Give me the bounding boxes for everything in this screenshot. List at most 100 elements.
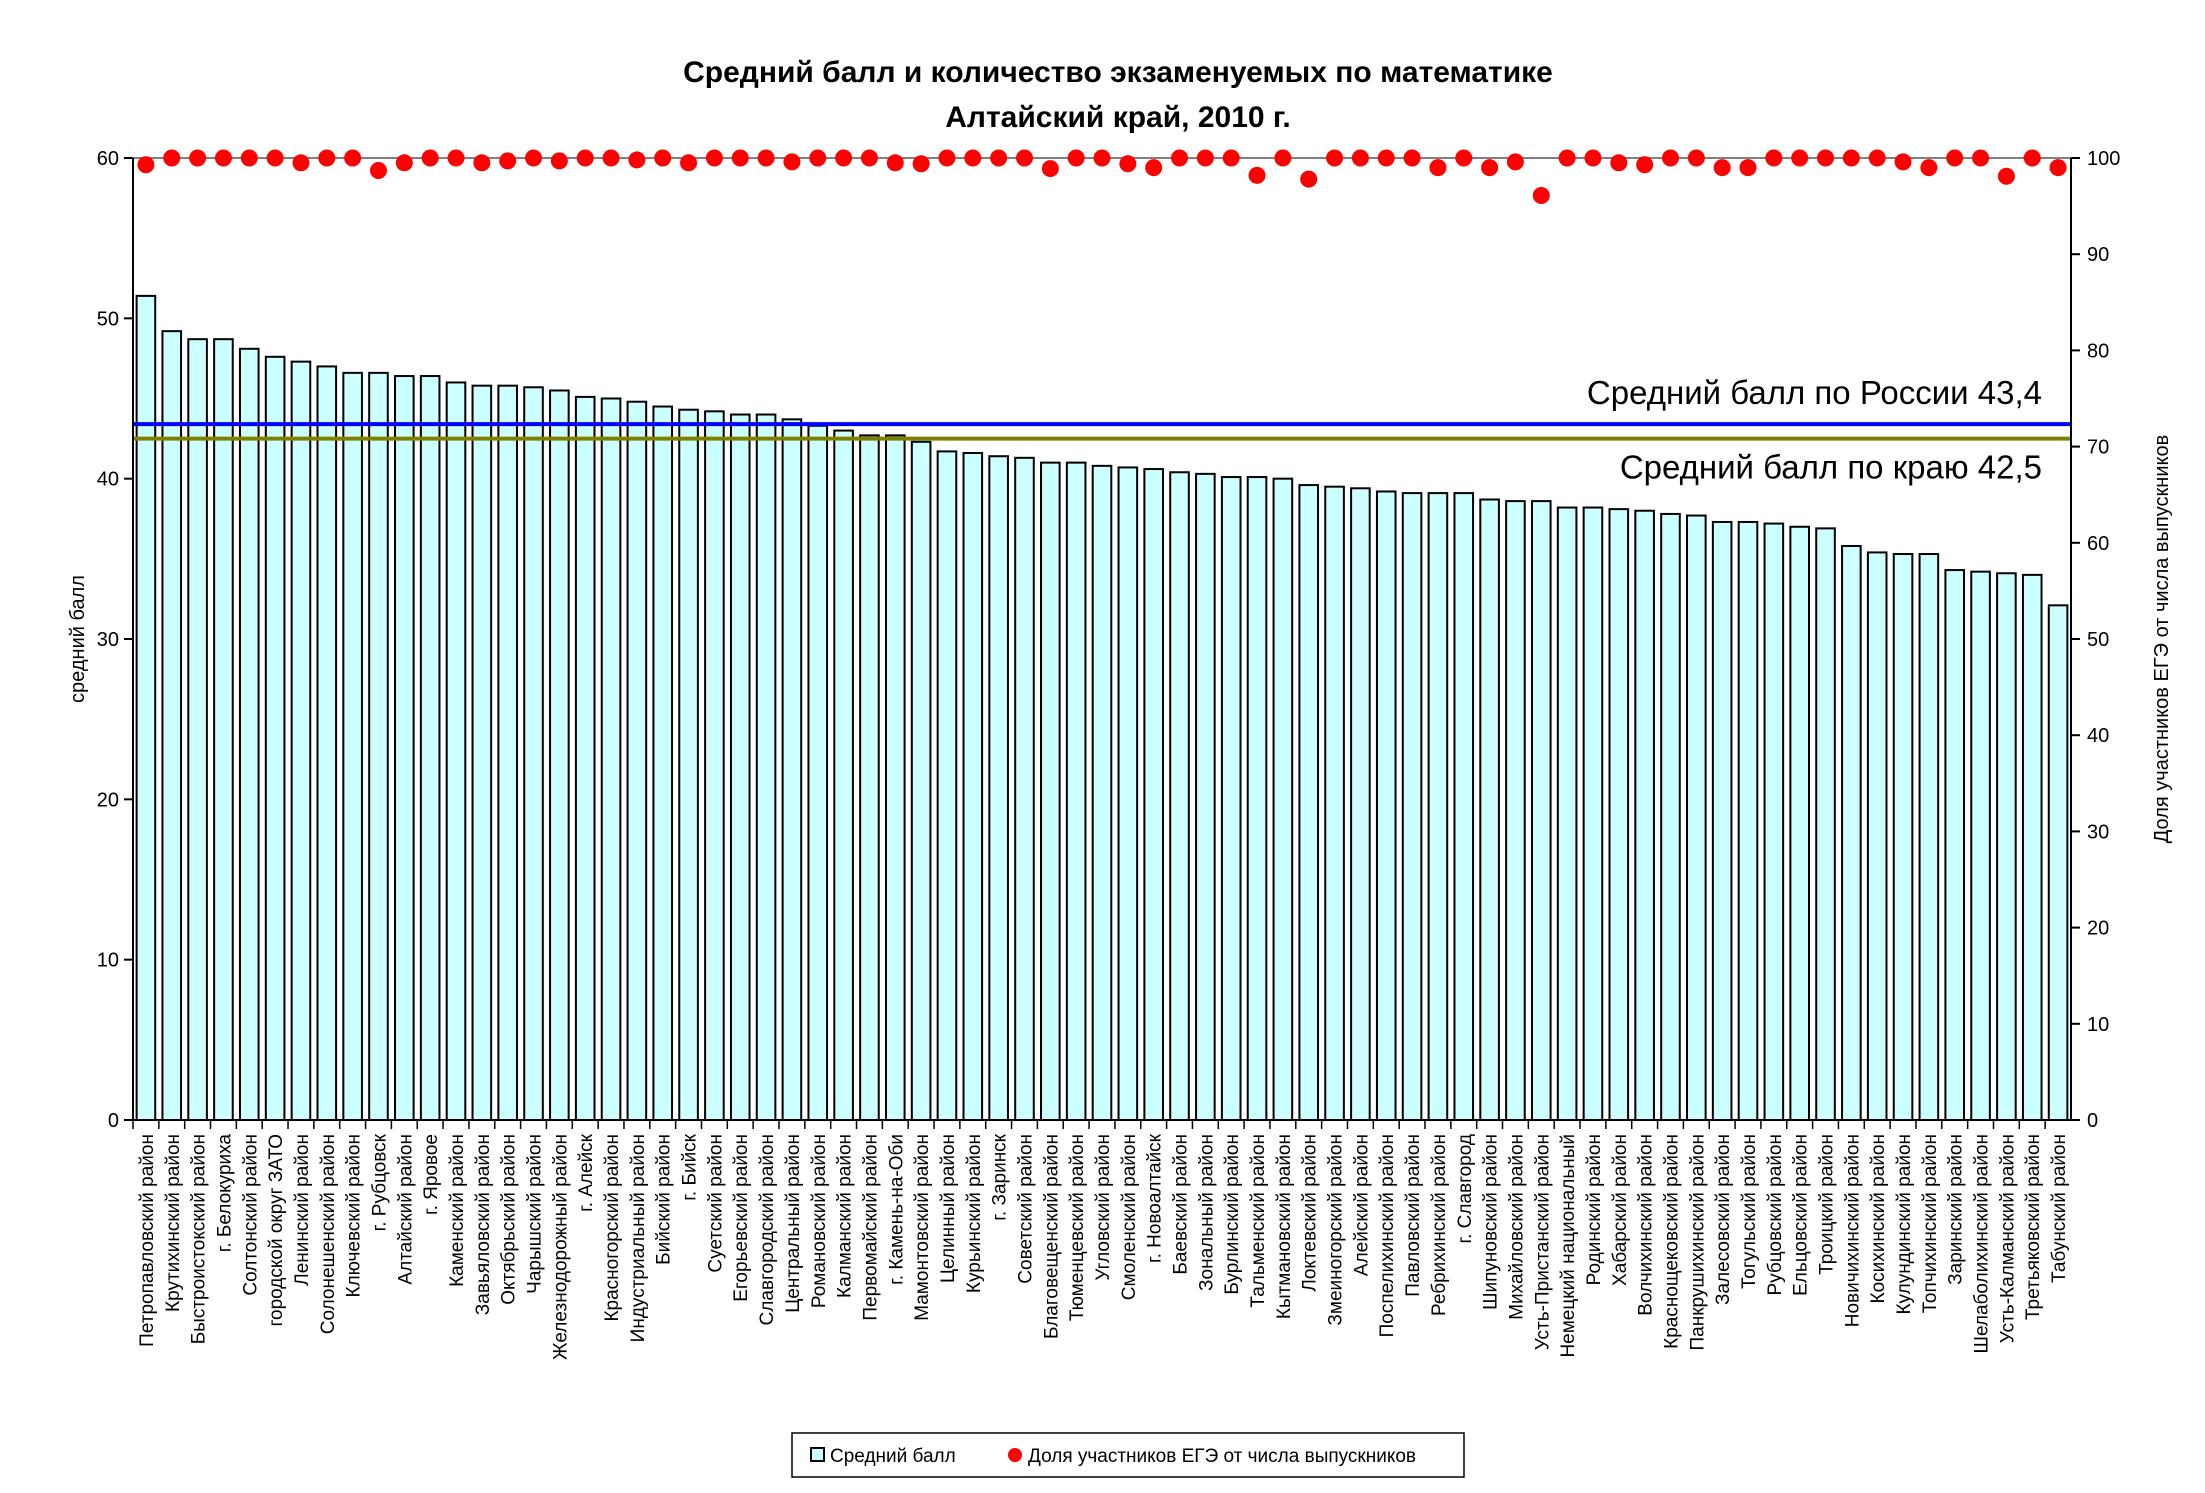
dot-25	[757, 149, 775, 167]
bar-55	[1530, 500, 1552, 1121]
bar-67	[1841, 545, 1862, 1121]
category-label-7: Ленинский район	[292, 1134, 313, 1286]
bar-48	[1350, 487, 1371, 1122]
category-label-40: г. Новоалтайск	[1145, 1133, 1166, 1263]
bar-58	[1608, 508, 1630, 1121]
category-label-43: Бурлинский район	[1222, 1134, 1243, 1295]
category-label-2: Крутихинский район	[163, 1134, 184, 1312]
bar-4	[213, 338, 234, 1121]
bar-63	[1737, 520, 1759, 1121]
dot-23	[705, 149, 723, 167]
bar-34	[988, 455, 1009, 1122]
bar-69	[1892, 553, 1914, 1121]
dot-59	[1636, 156, 1654, 174]
dot-4	[214, 149, 232, 167]
bar-36	[1040, 461, 1061, 1121]
bar-25	[755, 413, 777, 1121]
category-label-14: Завьяловский район	[473, 1134, 494, 1315]
bar-22	[678, 408, 699, 1122]
category-label-58: Хабарский район	[1610, 1134, 1631, 1286]
bar-12	[419, 375, 441, 1121]
category-label-38: Угловский район	[1093, 1134, 1114, 1281]
dot-57	[1584, 149, 1602, 167]
bar-16	[523, 386, 544, 1121]
bar-19	[600, 397, 622, 1121]
bar-42	[1195, 472, 1216, 1121]
dot-61	[1687, 149, 1705, 167]
y2-tick-label-4: 30	[2087, 821, 2109, 843]
category-label-11: Алтайский район	[395, 1134, 416, 1285]
category-label-20: Индустриальный район	[628, 1134, 649, 1342]
dot-42	[1196, 149, 1214, 167]
y-tick-label-7: 60	[97, 148, 119, 170]
category-label-56: Немецкий национальный	[1558, 1134, 1579, 1358]
bar-13	[445, 381, 467, 1122]
bar-20	[626, 400, 648, 1121]
y-tick-label-2: 10	[97, 950, 119, 972]
dot-67	[1842, 149, 1860, 167]
dot-26	[783, 153, 801, 171]
category-label-10: г. Рубцовск	[369, 1133, 390, 1231]
dot-63	[1739, 159, 1757, 177]
dot-15	[499, 152, 517, 170]
y2-tick-label-8: 70	[2087, 437, 2109, 459]
dot-71	[1946, 149, 1964, 167]
bar-30	[884, 434, 906, 1121]
bar-28	[833, 429, 854, 1121]
category-label-34: г. Заринск	[990, 1133, 1011, 1220]
bar-37	[1065, 461, 1087, 1121]
dot-37	[1067, 149, 1085, 167]
dot-46	[1300, 170, 1318, 188]
dot-6	[266, 149, 284, 167]
dot-18	[576, 149, 594, 167]
category-label-12: г. Яровое	[421, 1134, 442, 1215]
dot-39	[1119, 155, 1137, 173]
y2-tick-label-10: 90	[2087, 244, 2109, 266]
bar-27	[807, 424, 829, 1121]
dot-12	[421, 149, 439, 167]
dot-24	[731, 149, 749, 167]
reference-label-1: Средний балл по России 43,4	[1587, 374, 2042, 411]
dot-33	[964, 149, 982, 167]
bar-3	[187, 338, 208, 1121]
dot-29	[860, 149, 878, 167]
bar-35	[1014, 456, 1035, 1121]
dot-5	[240, 149, 258, 167]
dot-27	[809, 149, 827, 167]
category-label-24: Егорьевский район	[731, 1134, 752, 1302]
bar-64	[1763, 522, 1785, 1121]
bar-52	[1453, 492, 1475, 1122]
y-tick-label-4: 30	[97, 629, 119, 651]
chart-subtitle: Алтайский край, 2010 г.	[945, 101, 1291, 134]
category-label-30: г. Камень-на-Оби	[886, 1134, 907, 1285]
bar-2	[161, 330, 183, 1122]
category-label-54: Михайловский район	[1506, 1134, 1527, 1320]
bar-56	[1556, 506, 1578, 1121]
dot-52	[1455, 149, 1473, 167]
bar-8	[316, 365, 338, 1121]
category-label-63: Тогульский район	[1739, 1134, 1760, 1289]
category-label-4: г. Белокуриха	[214, 1134, 235, 1253]
bar-71	[1944, 569, 1966, 1121]
bar-57	[1582, 506, 1604, 1121]
category-label-1: Петропавловский район	[137, 1134, 158, 1347]
bar-53	[1479, 498, 1500, 1121]
dot-73	[1997, 167, 2015, 185]
dot-45	[1274, 149, 1292, 167]
y-tick-label-1: 0	[108, 1110, 119, 1132]
bar-61	[1686, 514, 1707, 1121]
bar-43	[1220, 476, 1242, 1121]
bar-60	[1660, 512, 1681, 1121]
dot-41	[1171, 149, 1189, 167]
dot-8	[318, 149, 336, 167]
bar-15	[497, 384, 518, 1122]
bar-45	[1272, 477, 1294, 1122]
bar-72	[1970, 570, 1991, 1121]
category-label-13: Каменский район	[447, 1134, 468, 1287]
category-label-64: Рубцовский район	[1765, 1134, 1786, 1296]
category-label-33: Курьинский район	[964, 1134, 985, 1293]
category-label-18: г. Алейск	[576, 1133, 597, 1212]
legend-dot-swatch	[1008, 1448, 1022, 1462]
dot-38	[1093, 149, 1111, 167]
